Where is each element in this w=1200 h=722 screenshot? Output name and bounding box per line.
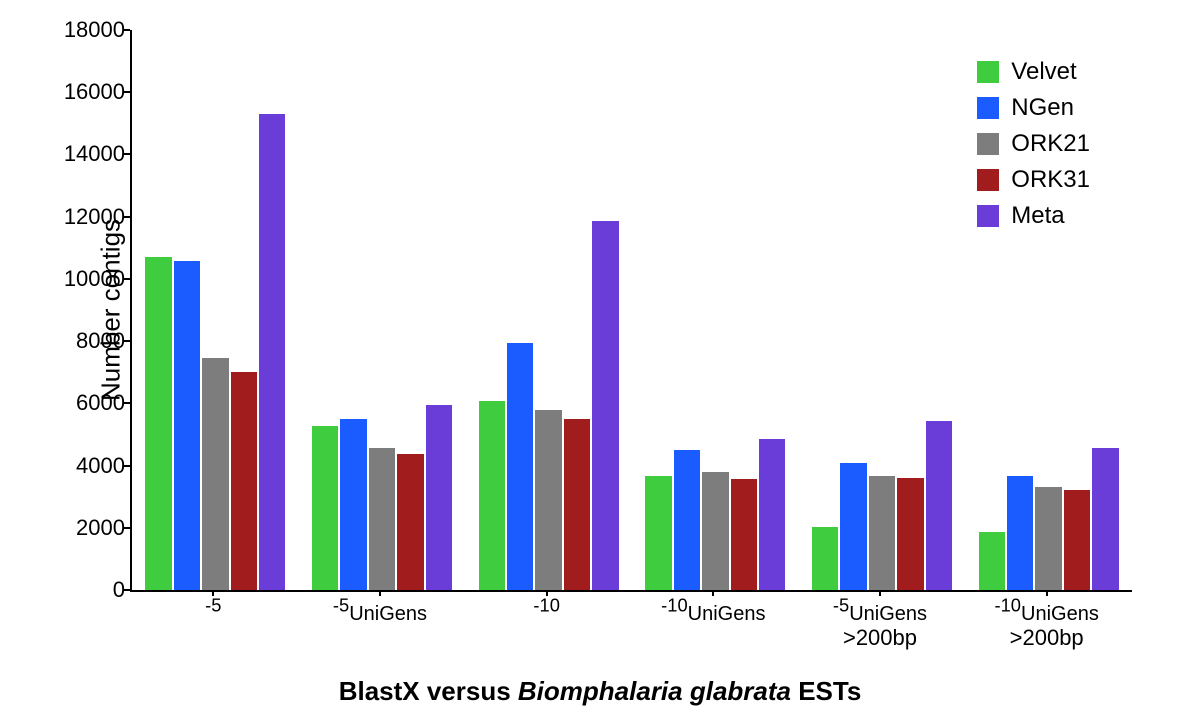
x-category-label: -5UniGens	[297, 596, 464, 626]
x-axis-title-italic: Biomphalaria glabrata	[518, 676, 791, 706]
legend-label: Meta	[1011, 202, 1064, 230]
legend-label: ORK31	[1011, 166, 1090, 194]
bar	[979, 532, 1005, 590]
bar	[174, 261, 200, 590]
y-tick-mark	[124, 278, 130, 280]
y-tick-label: 18000	[45, 17, 125, 43]
y-tick-mark	[124, 402, 130, 404]
y-tick-label: 2000	[45, 515, 125, 541]
y-tick-label: 6000	[45, 390, 125, 416]
legend-swatch	[977, 205, 999, 227]
x-category-label: -10	[463, 596, 630, 626]
bar	[812, 527, 838, 590]
legend: Velvet NGen ORK21 ORK31 Meta	[977, 58, 1090, 238]
bar	[426, 405, 452, 590]
legend-label: NGen	[1011, 94, 1074, 122]
bar	[1035, 487, 1061, 590]
bar	[145, 257, 171, 591]
y-tick-mark	[124, 91, 130, 93]
x-category-label: -10UniGens	[630, 596, 797, 626]
bar-chart: Number contigs BlastX versus Biomphalari…	[0, 0, 1200, 722]
legend-swatch	[977, 169, 999, 191]
bar	[369, 448, 395, 590]
bar	[564, 419, 590, 590]
bar	[645, 476, 671, 590]
x-axis-title-prefix: BlastX versus	[339, 676, 518, 706]
y-axis-title: Number contigs	[96, 219, 127, 401]
bar	[926, 421, 952, 590]
legend-label: Velvet	[1011, 58, 1076, 86]
bar	[507, 343, 533, 590]
bar	[702, 472, 728, 590]
bar	[759, 439, 785, 591]
y-tick-mark	[124, 340, 130, 342]
bar	[202, 358, 228, 590]
legend-swatch	[977, 97, 999, 119]
y-tick-mark	[124, 527, 130, 529]
bar	[535, 410, 561, 590]
y-tick-mark	[124, 465, 130, 467]
bar	[869, 476, 895, 590]
legend-item: Velvet	[977, 58, 1090, 86]
y-tick-mark	[124, 29, 130, 31]
bar	[231, 372, 257, 590]
y-tick-label: 14000	[45, 141, 125, 167]
y-tick-mark	[124, 216, 130, 218]
x-category-label: -10UniGens>200bp	[963, 596, 1130, 650]
legend-item: ORK31	[977, 166, 1090, 194]
bar	[674, 450, 700, 590]
x-axis-title-suffix: ESTs	[791, 676, 861, 706]
x-category-label: -5UniGens>200bp	[797, 596, 964, 650]
legend-label: ORK21	[1011, 130, 1090, 158]
legend-swatch	[977, 133, 999, 155]
y-tick-label: 0	[45, 577, 125, 603]
y-tick-mark	[124, 153, 130, 155]
bar	[1092, 448, 1118, 590]
legend-item: ORK21	[977, 130, 1090, 158]
y-tick-mark	[124, 589, 130, 591]
bar	[397, 454, 423, 590]
bar	[1007, 476, 1033, 590]
legend-item: NGen	[977, 94, 1090, 122]
bar	[592, 221, 618, 590]
x-axis-title: BlastX versus Biomphalaria glabrata ESTs	[0, 676, 1200, 707]
bar	[312, 426, 338, 590]
bar	[840, 463, 866, 590]
bar	[340, 419, 366, 590]
bar	[897, 478, 923, 590]
legend-swatch	[977, 61, 999, 83]
bar	[731, 479, 757, 590]
y-tick-label: 16000	[45, 79, 125, 105]
bar	[259, 114, 285, 590]
y-tick-label: 8000	[45, 328, 125, 354]
bar	[479, 401, 505, 590]
y-tick-label: 12000	[45, 204, 125, 230]
bar	[1064, 490, 1090, 590]
x-category-label: -5	[130, 596, 297, 626]
legend-item: Meta	[977, 202, 1090, 230]
y-tick-label: 10000	[45, 266, 125, 292]
y-tick-label: 4000	[45, 453, 125, 479]
